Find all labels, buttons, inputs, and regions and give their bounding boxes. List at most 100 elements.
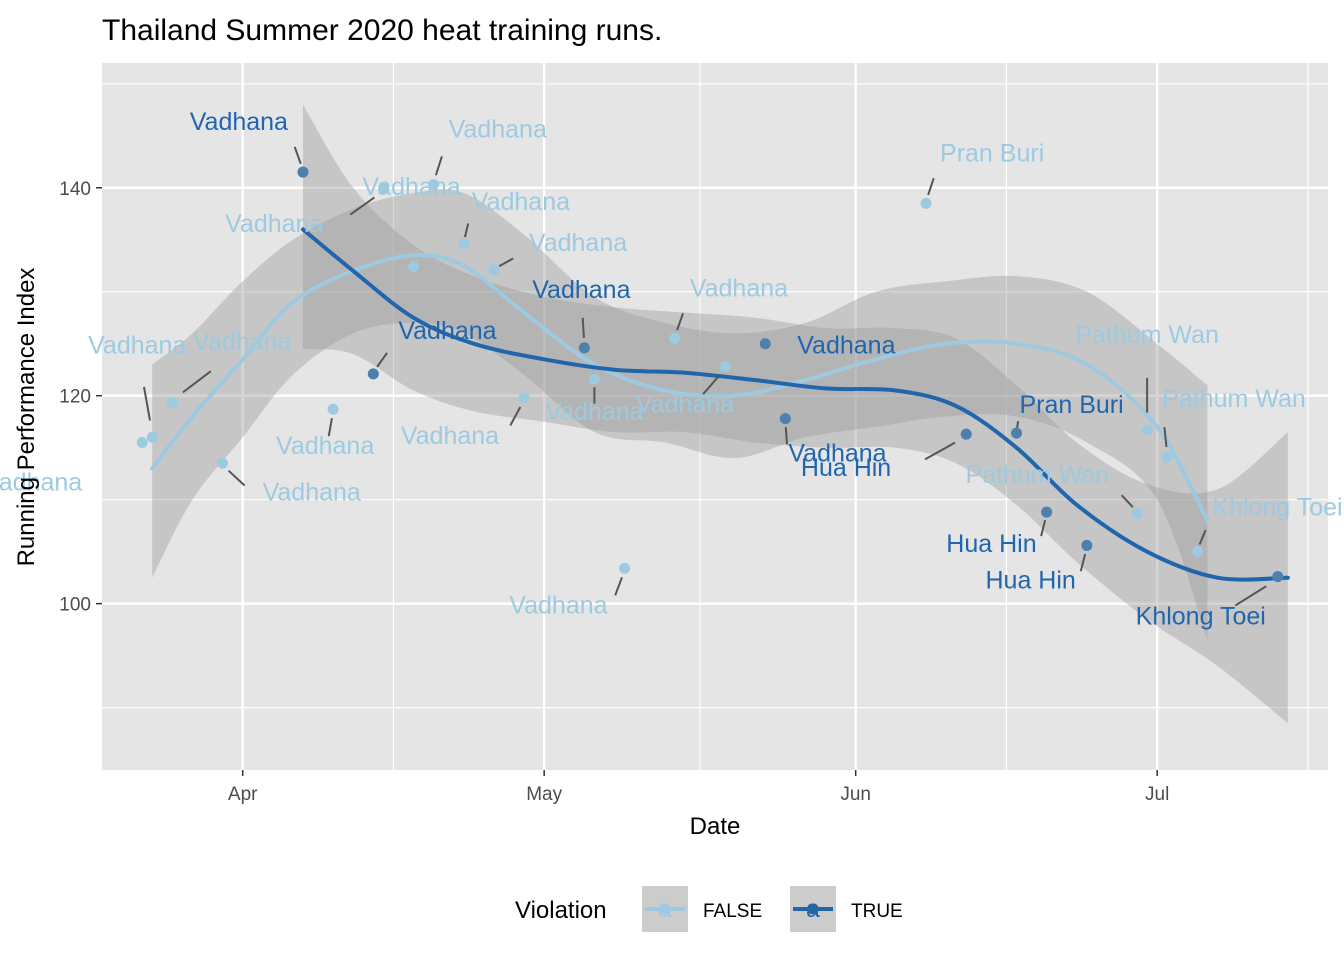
plot-panel [102,63,1328,770]
point-label: Khlong Toei [1136,603,1266,631]
label-segment [509,406,522,426]
point-label: Vadhana [788,440,886,468]
legend-label-true: TRUE [851,901,903,922]
x-axis-title: Date [690,813,741,840]
data-point-overlay [960,428,972,440]
data-point-overlay [1081,539,1093,551]
label-segment [1234,585,1267,607]
point-label: Vadhana [362,173,460,201]
label-segment [376,352,388,368]
label-segment [924,441,956,461]
data-point-overlay [367,368,379,380]
point-label: Pathum Wan [965,461,1109,489]
x-tick-label: May [526,784,562,805]
point-label: Vadhana [401,422,499,450]
data-point [920,197,932,209]
axes: Apr May Jun Jul 100 120 140 [59,179,1169,805]
point-label: Pathum Wan [1075,321,1219,349]
smooth-line-false [150,253,1210,523]
chart-title: Thailand Summer 2020 heat training runs. [102,14,662,47]
legend-key-text-glyph: a [806,895,820,923]
data-point [377,183,389,195]
point-label: Vadhana [193,328,291,356]
point-label: Vadhana [545,398,643,426]
point-label: Vadhana [0,468,82,496]
smooth-line-true [301,227,1290,582]
data-point-overlay [779,413,791,425]
y-tick-label: 120 [59,387,91,408]
confidence-band-true [303,104,1288,724]
label-segment [784,427,788,445]
point-label: Vadhana [509,591,607,619]
label-segment [463,223,470,238]
legend-title: Violation [515,897,607,924]
data-point [1131,507,1143,519]
point-label: Vadhana [190,108,288,136]
label-segment [143,386,151,421]
legend-label-false: FALSE [703,901,762,922]
data-point [428,179,440,191]
point-label: Pran Buri [940,139,1044,167]
data-point [518,392,530,404]
point-label: Khlong Toei [1212,494,1342,522]
point-label: Hua Hin [801,454,891,482]
data-point [619,562,631,574]
point-label: Vadhana [263,478,361,506]
point-label: Vadhana [276,432,374,460]
point-label: Vadhana [472,188,570,216]
data-point [588,373,600,385]
point-label: Vadhana [398,317,496,345]
label-segment [1198,529,1207,545]
x-tick-label: Jun [840,784,871,805]
point-label: Hua Hin [946,530,1036,558]
label-segment [293,146,302,165]
confidence-band-false [152,189,1208,641]
label-segment [227,469,246,487]
label-segment [434,156,443,176]
data-points [136,166,1284,583]
data-point [408,261,420,273]
data-point-overlay [578,342,590,354]
data-point [719,361,731,373]
data-point [146,431,158,443]
label-segment [614,576,623,596]
label-segment [327,418,333,437]
y-tick-label: 100 [59,595,91,616]
data-point [136,436,148,448]
point-label: Hua Hin [985,566,1075,594]
legend-keys: a FALSE a TRUE [642,886,903,932]
data-point [217,457,229,469]
data-point-overlay [1272,571,1284,583]
point-labels: VadhanaVadhanaVadhanaVadhanaVadhanaVadha… [0,108,1343,630]
point-label: Vadhana [88,331,186,359]
point-label: Vadhana [225,210,323,238]
confidence-bands [152,104,1288,724]
label-segment [676,312,684,331]
label-segment [927,177,935,196]
data-point [1161,451,1173,463]
point-label: Vadhana [690,275,788,303]
label-segment [1120,494,1134,508]
legend: Violation a FALSE a TRUE [515,886,903,932]
data-point-overlay [759,338,771,350]
data-point [166,397,178,409]
x-tick-label: Apr [228,784,258,805]
point-label: Vadhana [449,116,547,144]
data-point-overlay [297,166,309,178]
label-segment [349,196,375,216]
data-point [669,333,681,345]
label-segments [143,146,1267,607]
label-segment [581,317,585,338]
smooth-lines [150,227,1290,582]
legend-key-point [807,903,819,915]
point-label: Vadhana [636,391,734,419]
data-point-overlay [1041,506,1053,518]
y-axis-title: Running Performance Index [13,268,40,567]
legend-key-point [659,903,671,915]
x-tick-label: Jul [1145,784,1169,805]
data-point [1141,424,1153,436]
point-label: Vadhana [797,332,895,360]
data-point [488,264,500,276]
data-point-overlay [1010,427,1022,439]
